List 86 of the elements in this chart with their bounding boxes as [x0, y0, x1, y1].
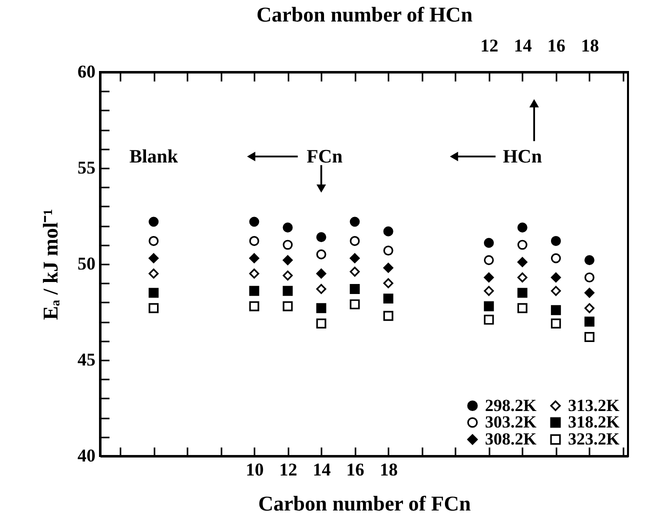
point	[517, 257, 528, 268]
point	[316, 303, 326, 314]
point	[584, 303, 594, 314]
point	[249, 268, 260, 279]
y-tick-label: 45	[78, 350, 96, 370]
x-tick-label: 10	[246, 460, 264, 480]
annotation: Blank	[129, 146, 178, 168]
point	[249, 236, 260, 246]
point	[316, 284, 326, 294]
point	[148, 236, 159, 246]
point	[383, 226, 394, 236]
point	[550, 236, 561, 246]
point	[383, 262, 394, 273]
point	[282, 255, 293, 266]
point	[148, 288, 159, 298]
point	[383, 294, 394, 304]
x2-axis-title: Carbon number of HCn	[256, 2, 473, 26]
legend-label: 323.2K	[568, 430, 620, 448]
y-tick-label: 50	[78, 254, 96, 274]
point	[350, 216, 360, 227]
legend-label: 303.2K	[485, 412, 538, 432]
point	[550, 253, 561, 264]
legend-label: 298.2K	[485, 396, 538, 415]
x-tick-label: 18	[380, 460, 398, 480]
x-tick-label: 16	[346, 460, 364, 480]
point	[584, 332, 594, 342]
x-tick-label: 12	[279, 460, 298, 480]
legend-label: 318.2K	[568, 412, 620, 432]
x-axis-title: Carbon number of FCn	[258, 492, 472, 516]
point	[517, 222, 528, 232]
point	[249, 216, 260, 227]
point	[383, 278, 394, 288]
point	[484, 286, 494, 296]
point	[517, 240, 528, 250]
point	[282, 222, 293, 232]
y-tick-label: 60	[78, 62, 96, 82]
point	[350, 236, 360, 246]
point	[550, 305, 561, 316]
point	[148, 216, 159, 227]
annotation: HCn	[502, 146, 542, 168]
point	[584, 272, 594, 282]
point	[517, 303, 528, 314]
annotation: FCn	[306, 146, 343, 168]
point	[282, 270, 293, 281]
point	[383, 310, 394, 321]
point	[484, 272, 494, 282]
point	[148, 303, 159, 314]
point	[282, 286, 293, 296]
legend-label: 308.2K	[485, 430, 538, 448]
point	[282, 240, 293, 250]
point	[383, 246, 394, 256]
point	[148, 253, 159, 264]
point	[584, 288, 594, 298]
point	[350, 266, 360, 277]
x2-tick-label: 16	[547, 36, 566, 56]
point	[249, 301, 260, 312]
point	[484, 255, 494, 266]
x2-tick-label: 12	[480, 36, 498, 56]
x-tick-label: 14	[312, 460, 331, 480]
point	[249, 253, 260, 264]
point	[316, 232, 326, 242]
point	[584, 316, 594, 327]
y-tick-label: 40	[78, 446, 96, 466]
point	[316, 249, 326, 260]
point	[484, 314, 494, 325]
x2-tick-label: 18	[580, 36, 599, 56]
point	[350, 253, 360, 264]
point	[550, 286, 561, 296]
point	[350, 299, 360, 310]
point	[517, 288, 528, 298]
point	[350, 284, 360, 294]
legend-label: 313.2K	[568, 396, 620, 415]
y-tick-label: 55	[78, 158, 96, 178]
point	[282, 301, 293, 312]
point	[517, 272, 528, 282]
point	[148, 268, 159, 279]
point	[550, 318, 561, 329]
y-axis-title: Eₐ / kJ mol⁻¹	[38, 208, 62, 320]
point	[316, 318, 326, 329]
point	[316, 268, 326, 279]
point	[550, 272, 561, 282]
x2-tick-label: 14	[514, 36, 532, 56]
point	[484, 301, 494, 312]
point	[484, 238, 494, 248]
point	[584, 255, 594, 266]
point	[249, 286, 260, 296]
